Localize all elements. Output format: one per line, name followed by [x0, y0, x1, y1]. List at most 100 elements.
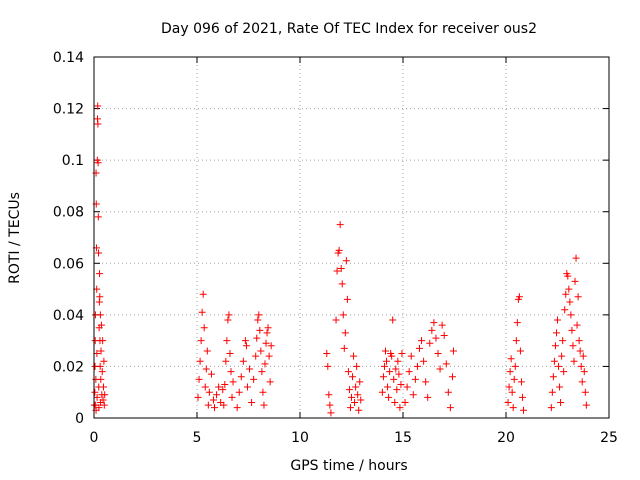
data-point	[256, 326, 264, 334]
y-tick-label: 0.08	[53, 205, 84, 221]
data-point	[93, 350, 101, 358]
data-point	[99, 396, 107, 404]
data-point	[197, 337, 205, 345]
data-point	[556, 383, 564, 391]
data-point	[415, 344, 423, 352]
data-point	[436, 365, 444, 373]
data-point	[573, 321, 581, 329]
data-point	[420, 357, 428, 365]
data-point	[516, 347, 524, 355]
data-point	[388, 352, 396, 360]
data-point	[348, 393, 355, 401]
y-tick-label: 0.12	[53, 102, 84, 118]
data-point	[548, 388, 556, 396]
data-point	[254, 316, 262, 324]
data-point	[565, 285, 573, 293]
data-point	[219, 386, 227, 394]
y-tick-label: 0.14	[53, 50, 84, 66]
data-point	[413, 362, 421, 370]
data-point	[327, 409, 335, 417]
data-point	[513, 319, 521, 327]
data-point	[379, 373, 387, 381]
data-point	[561, 306, 569, 314]
data-point	[357, 396, 365, 404]
data-point	[568, 326, 576, 334]
data-point	[226, 350, 234, 358]
x-tick-label: 20	[497, 430, 515, 446]
gridlines	[94, 57, 609, 418]
data-point	[239, 357, 247, 365]
data-point	[263, 329, 271, 337]
data-point	[395, 370, 403, 378]
y-tick-label: 0.06	[53, 256, 84, 272]
data-point	[391, 399, 399, 407]
data-point	[515, 293, 523, 301]
data-point	[265, 352, 273, 360]
data-point	[258, 368, 266, 376]
data-point	[264, 324, 272, 332]
data-point	[101, 391, 109, 399]
data-point	[99, 383, 107, 391]
data-point	[339, 311, 347, 319]
data-point	[426, 339, 434, 347]
data-point	[266, 378, 274, 386]
data-point	[345, 386, 353, 394]
data-point	[323, 350, 331, 358]
axis-ticks: 0 0.02 0.04 0.06 0.08 0.1 0.12 0.14 0 5 10 15 20 25	[53, 50, 618, 446]
data-point	[94, 120, 102, 128]
data-point	[574, 293, 582, 301]
data-point	[380, 362, 388, 370]
data-point	[558, 352, 566, 360]
data-point	[352, 383, 360, 391]
data-point	[428, 326, 436, 334]
data-point	[356, 378, 364, 386]
data-point	[579, 352, 587, 360]
data-point	[204, 401, 212, 409]
data-point	[570, 357, 578, 365]
data-point	[94, 159, 102, 167]
data-point	[96, 362, 104, 370]
data-point	[571, 277, 579, 285]
data-point	[199, 290, 207, 298]
data-point	[384, 383, 392, 391]
chart-title: Day 096 of 2021, Rate Of TEC Index for r…	[161, 21, 537, 37]
x-tick-label: 0	[90, 430, 99, 446]
data-point	[505, 383, 513, 391]
data-point	[96, 270, 104, 278]
data-point	[353, 362, 361, 370]
data-point	[378, 388, 386, 396]
y-axis-label: ROTI / TECUs	[7, 192, 23, 284]
data-point	[205, 388, 213, 396]
data-point	[325, 391, 333, 399]
data-point	[255, 311, 263, 319]
data-point	[440, 331, 448, 339]
data-point	[262, 339, 270, 347]
data-point	[95, 249, 103, 257]
data-point	[449, 347, 457, 355]
data-point	[341, 329, 349, 337]
data-point	[506, 368, 514, 376]
x-tick-label: 5	[193, 430, 202, 446]
data-point	[386, 368, 394, 376]
data-point	[253, 334, 261, 342]
data-point	[252, 352, 260, 360]
data-point	[100, 357, 108, 365]
data-point	[394, 357, 402, 365]
y-tick-label: 0.1	[62, 153, 84, 169]
data-point	[250, 375, 258, 383]
y-tick-label: 0	[75, 411, 84, 427]
data-point	[401, 399, 409, 407]
data-point	[430, 319, 438, 327]
data-point	[222, 357, 230, 365]
data-point	[97, 347, 105, 355]
data-point	[560, 368, 568, 376]
data-point	[403, 383, 411, 391]
data-point	[235, 388, 243, 396]
data-point	[381, 347, 389, 355]
data-point	[551, 342, 559, 350]
data-point	[261, 360, 269, 368]
data-point	[409, 391, 417, 399]
data-point	[260, 401, 268, 409]
data-point	[350, 352, 358, 360]
data-point	[407, 352, 415, 360]
